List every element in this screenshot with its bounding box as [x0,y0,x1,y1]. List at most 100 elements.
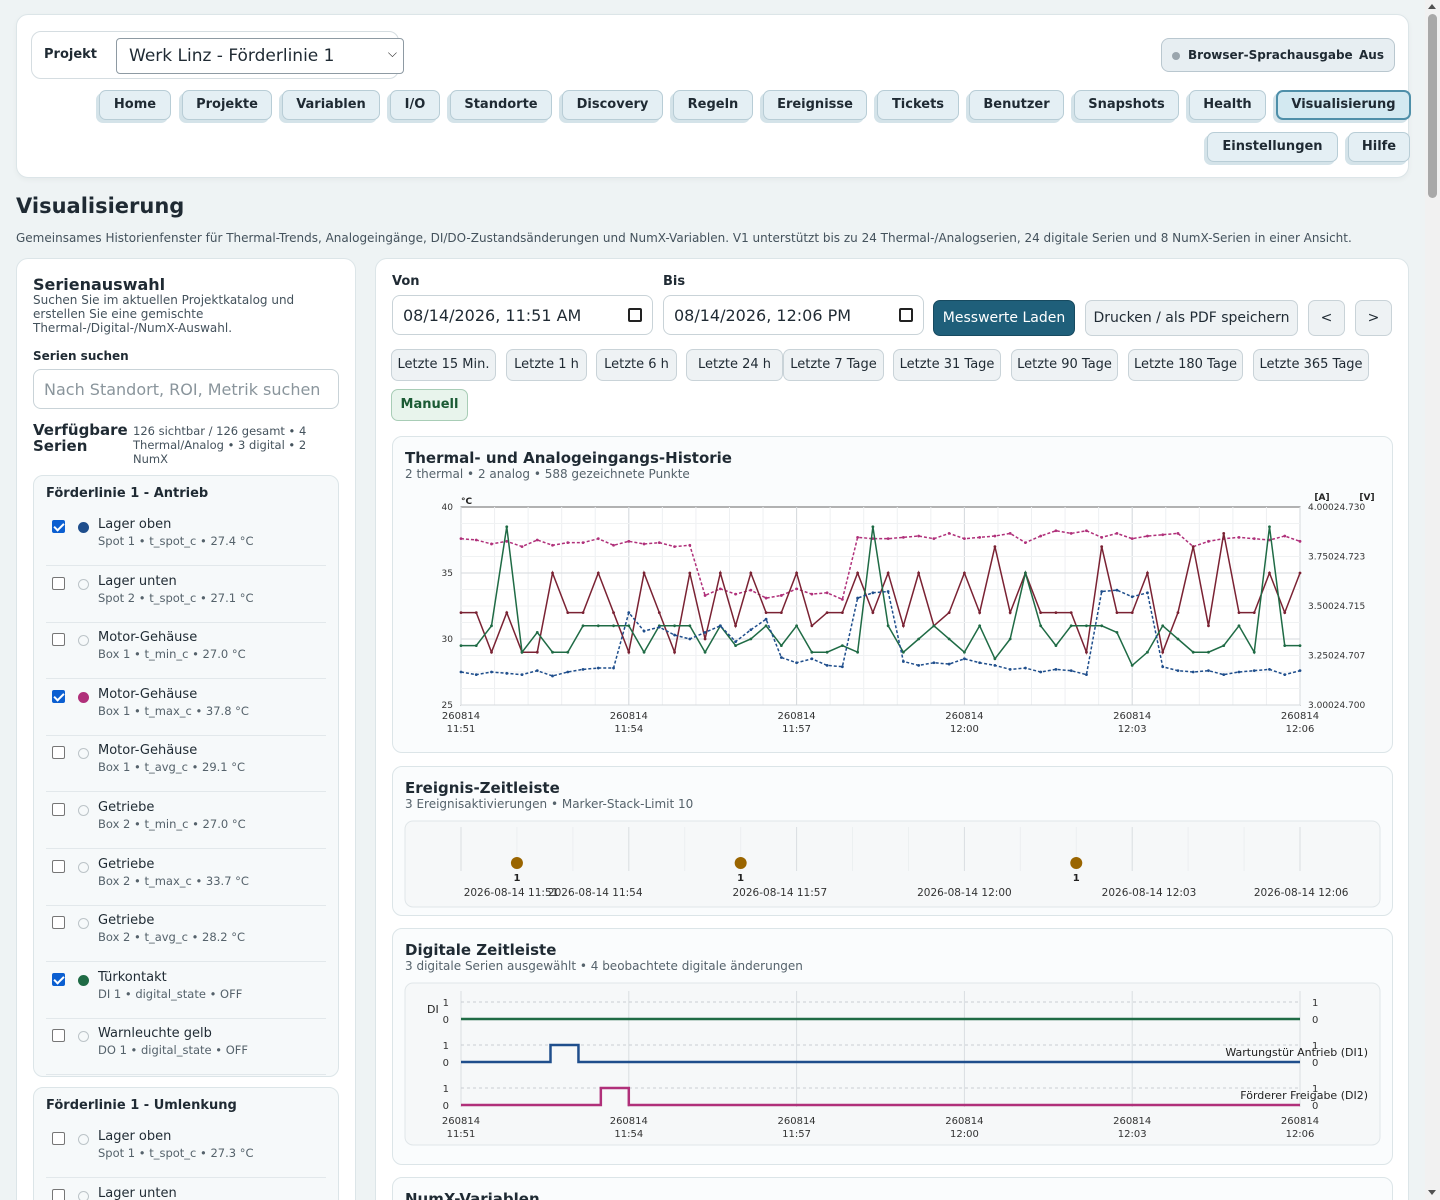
series-item[interactable]: Türkontakt DI 1 • digital_state • OFF [46,963,326,1019]
data-point [993,664,997,667]
to-label: Bis [663,274,686,289]
nav-standorte[interactable]: Standorte [450,90,552,120]
manual-range-chip[interactable]: Manuell [391,389,468,421]
data-point [459,670,463,674]
nav-i-o[interactable]: I/O [390,90,440,120]
series-item[interactable]: Motor-Gehäuse Box 1 • t_min_c • 27.0 °C [46,623,326,680]
digital-series-label: Förderer Freigabe (DI2) [1240,1089,1368,1102]
series-checkbox[interactable] [52,916,65,930]
page-scrollbar[interactable] [1425,0,1440,1200]
series-checkbox[interactable] [52,972,65,986]
nav-ereignisse[interactable]: Ereignisse [763,90,867,120]
to-datetime-input[interactable]: 08/14/2026, 12:06 PM [663,295,924,335]
data-point [1222,673,1226,677]
nav-einstellungen[interactable]: Einstellungen [1207,132,1338,162]
series-checkbox[interactable] [52,633,65,647]
print-pdf-button[interactable]: Drucken / als PDF speichern [1085,300,1298,336]
y-tick-label-right: 4.00024.730 [1308,503,1366,513]
nav-discovery[interactable]: Discovery [562,90,663,120]
nav-benutzer[interactable]: Benutzer [969,90,1064,120]
series-item[interactable]: Lager oben Spot 1 • t_spot_c • 27.4 °C [46,510,326,566]
series-item[interactable]: Motor-Gehäuse Box 1 • t_avg_c • 29.1 °C [46,736,326,793]
speech-output-toggle[interactable]: Browser-Sprachausgabe Aus [1161,38,1395,72]
data-point [1146,571,1149,575]
series-color-swatch [78,748,89,760]
x-tick-label: 2026-08-14 11:57 [733,887,828,899]
series-checkbox[interactable] [52,1188,65,1200]
data-point [1008,532,1012,535]
series-name: Lager unten [98,1185,177,1200]
load-measurements-button[interactable]: Messwerte Laden [933,300,1075,336]
series-checkbox[interactable] [52,803,65,816]
range-chip[interactable]: Letzte 24 h [686,349,783,381]
y-tick-label-right: 0 [1312,1058,1318,1069]
nav-snapshots[interactable]: Snapshots [1074,90,1179,120]
series-checkbox[interactable] [52,1029,65,1043]
series-item[interactable]: Getriebe Box 2 • t_min_c • 27.0 °C [46,793,326,849]
data-point [1237,611,1241,614]
series-item[interactable]: Warnleuchte gelb DO 1 • digital_state • O… [46,1019,326,1076]
range-chip[interactable]: Letzte 180 Tage [1128,349,1243,381]
x-tick-label: 12:03 [1118,724,1147,735]
series-checkbox[interactable] [52,520,65,533]
series-checkbox[interactable] [52,746,65,760]
from-datetime-input[interactable]: 08/14/2026, 11:51 AM [392,295,653,335]
nav-variablen[interactable]: Variablen [282,90,380,120]
project-select[interactable]: Werk Linz - Förderlinie 1 ⌵ [116,38,404,74]
series-checkbox[interactable] [52,1132,65,1145]
range-chip[interactable]: Letzte 1 h [506,349,587,381]
data-point [840,644,844,647]
data-point [551,674,554,678]
calendar-icon[interactable] [899,308,913,322]
series-item[interactable]: Lager unten [46,1179,326,1200]
next-range-button[interactable]: > [1355,300,1392,336]
series-item[interactable]: Motor-Gehäuse Box 1 • t_max_c • 37.8 °C [46,680,326,736]
series-item[interactable]: Lager unten Spot 2 • t_spot_c • 27.1 °C [46,567,326,623]
calendar-icon[interactable] [628,308,642,322]
data-point [1039,611,1043,614]
range-chip[interactable]: Letzte 6 h [596,349,677,381]
nav-tickets[interactable]: Tickets [877,90,959,120]
previous-range-button[interactable]: < [1308,300,1345,336]
y-tick-label-right: 3.25024.707 [1308,652,1365,662]
series-name: Warnleuchte gelb [98,1026,212,1042]
data-point [642,571,646,575]
nav-projekte[interactable]: Projekte [182,90,272,120]
data-point [886,537,890,541]
series-item[interactable]: Getriebe Box 2 • t_max_c • 33.7 °C [46,850,326,906]
range-chip[interactable]: Letzte 31 Tage [893,349,1001,381]
nav-hilfe[interactable]: Hilfe [1348,132,1410,162]
range-chip[interactable]: Letzte 7 Tage [783,349,884,381]
data-point [886,590,890,593]
data-point [657,625,661,629]
series-checkbox[interactable] [52,576,65,590]
series-checkbox[interactable] [52,689,65,703]
range-chip[interactable]: Letzte 15 Min. [391,349,496,381]
x-tick-label: 12:06 [1286,724,1315,735]
series-search-input[interactable]: Nach Standort, ROI, Metrik suchen [33,369,339,409]
data-point [1252,611,1256,614]
page-subtitle: Gemeinsames Historienfenster für Thermal… [16,231,1352,245]
series-item[interactable]: Lager oben Spot 1 • t_spot_c • 27.3 °C [46,1122,326,1178]
data-point [1191,650,1195,654]
series-name: Türkontakt [98,969,167,985]
data-point [734,644,737,647]
page-scrollbar-thumb[interactable] [1428,14,1437,198]
scroll-down-icon[interactable] [1428,1190,1436,1195]
y-tick-label: 0 [443,1015,449,1026]
x-tick-label: 12:00 [950,1129,979,1140]
nav-visualisierung[interactable]: Visualisierung [1276,90,1411,120]
range-chip[interactable]: Letzte 365 Tage [1253,349,1369,381]
nav-home[interactable]: Home [99,90,171,120]
nav-regeln[interactable]: Regeln [673,90,753,120]
data-point [490,650,493,654]
scroll-up-icon[interactable] [1428,4,1436,9]
range-chip[interactable]: Letzte 90 Tage [1011,349,1118,381]
data-point [1069,624,1073,628]
nav-health[interactable]: Health [1189,90,1266,120]
digital-series-line [461,1043,1300,1064]
series-color-swatch [78,918,89,930]
series-item[interactable]: Getriebe Box 2 • t_avg_c • 28.2 °C [46,906,326,963]
series-checkbox[interactable] [52,859,65,873]
